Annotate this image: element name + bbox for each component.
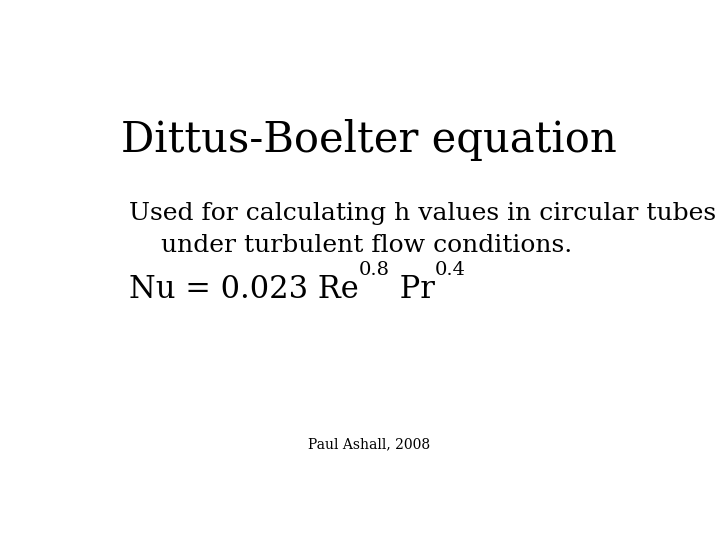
Text: 0.4: 0.4 [435,261,466,279]
Text: Pr: Pr [390,274,435,305]
Text: Nu = 0.023 Re: Nu = 0.023 Re [129,274,359,305]
Text: Paul Ashall, 2008: Paul Ashall, 2008 [308,437,430,451]
Text: Dittus-Boelter equation: Dittus-Boelter equation [121,119,617,161]
Text: Used for calculating h values in circular tubes
    under turbulent flow conditi: Used for calculating h values in circula… [129,202,716,257]
Text: 0.8: 0.8 [359,261,390,279]
